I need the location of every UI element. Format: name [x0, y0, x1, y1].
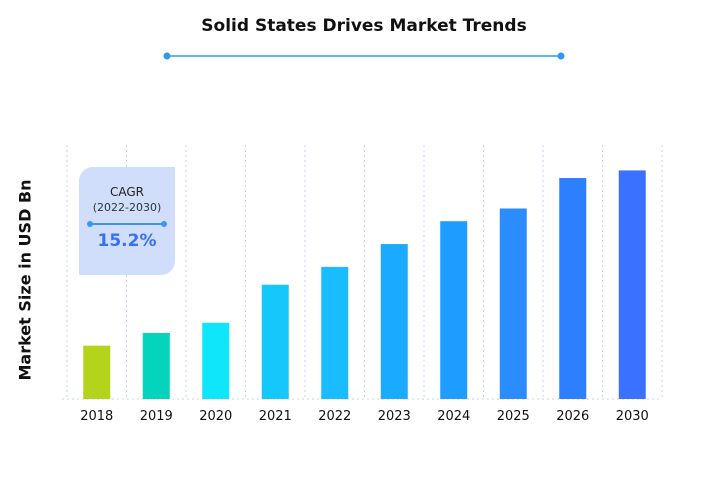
y-axis-label: Market Size in USD Bn [15, 179, 35, 381]
underline-dot [163, 52, 171, 60]
chart-title: Solid States Drives Market Trends [201, 16, 527, 36]
bar-2020 [202, 322, 230, 399]
x-tick-label: 2022 [318, 409, 351, 424]
x-tick-label: 2019 [140, 409, 173, 424]
cagr-divider [87, 221, 167, 227]
cagr-value: 15.2% [97, 231, 157, 251]
bar-2022 [321, 266, 349, 399]
x-tick-label: 2021 [259, 409, 292, 424]
bar-2023 [380, 244, 408, 399]
bar-2018 [83, 345, 111, 399]
x-tick-label: 2024 [437, 409, 470, 424]
bar-2024 [440, 221, 468, 399]
x-tick-label: 2025 [497, 409, 530, 424]
x-tick-label: 2023 [378, 409, 411, 424]
bar-2026 [559, 178, 587, 399]
cagr-label: CAGR [109, 185, 144, 199]
cagr-callout: CAGR (2022-2030) 15.2% [79, 167, 175, 275]
x-tick-label: 2018 [80, 409, 113, 424]
x-tick-label: 2030 [616, 409, 649, 424]
bar-2019 [142, 332, 170, 399]
x-tick-label: 2026 [556, 409, 589, 424]
x-tick-label: 2020 [199, 409, 232, 424]
underline-dot [557, 52, 565, 60]
bar-2025 [499, 208, 527, 399]
bar-2030 [618, 170, 646, 399]
cagr-period: (2022-2030) [92, 201, 162, 214]
bar-2021 [261, 284, 289, 399]
